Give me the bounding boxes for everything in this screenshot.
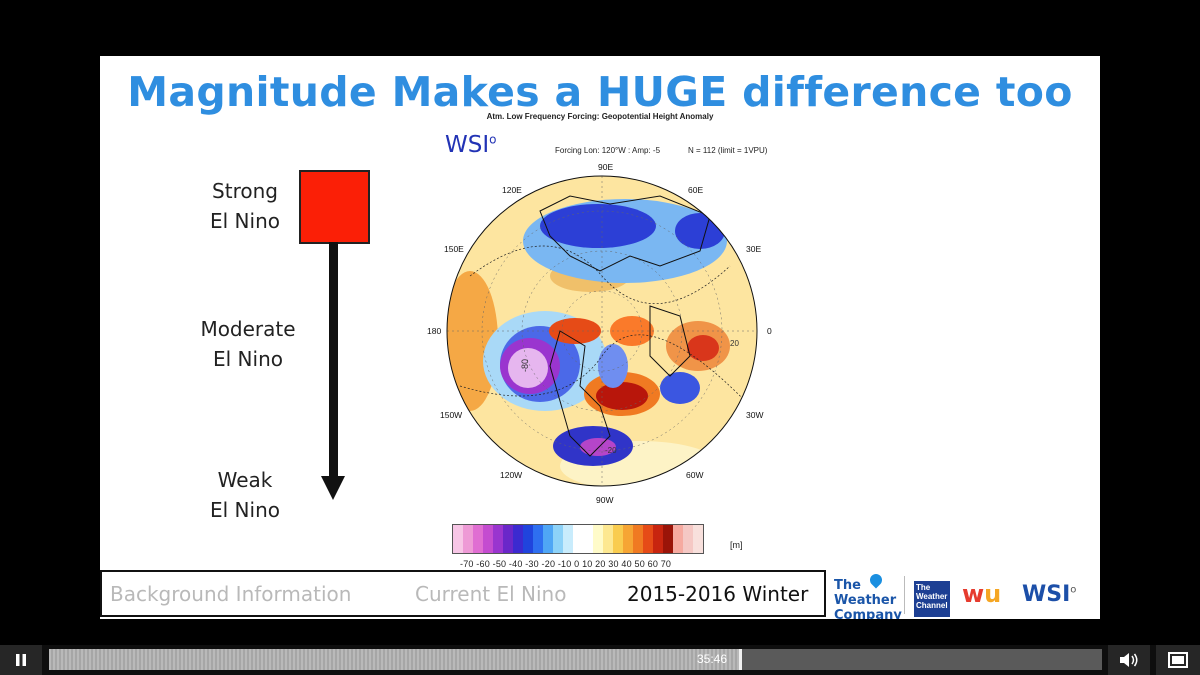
down-arrow-icon (321, 476, 345, 500)
colorbar-swatch (483, 525, 493, 553)
speaker-icon (1120, 653, 1138, 667)
volume-button[interactable] (1108, 645, 1150, 675)
lon-label: 150E (444, 244, 464, 254)
longitude-labels: 90E 60E 30E 0 30W 60W 90W 120W 150W 180 … (427, 162, 772, 505)
magnitude-arrow-shaft (329, 242, 338, 480)
colorbar-swatch (683, 525, 693, 553)
colorbar-swatch (513, 525, 523, 553)
contour-label: -20 (605, 446, 617, 455)
colorbar-swatch (623, 525, 633, 553)
colorbar-swatch (653, 525, 663, 553)
slide: Magnitude Makes a HUGE difference too At… (100, 56, 1100, 619)
colorbar-swatch (503, 525, 513, 553)
label-strong-el-nino: Strong El Nino (210, 179, 280, 233)
colorbar-swatch (453, 525, 463, 553)
sample-note: N = 112 (limit = 1VPU) (688, 146, 768, 155)
map-subtitle: Atm. Low Frequency Forcing: Geopotential… (486, 112, 714, 121)
colorbar-swatch (573, 525, 583, 553)
colorbar-swatch (543, 525, 553, 553)
fullscreen-icon (1168, 652, 1188, 668)
strong-marker (299, 170, 370, 244)
logo-divider (904, 576, 905, 614)
video-player-bar: 35:46 (0, 645, 1200, 675)
lon-label: 120W (500, 470, 522, 480)
colorbar-swatch (553, 525, 563, 553)
lon-label: 90W (596, 495, 613, 505)
the-weather-company-logo: The Weather Company (834, 571, 902, 619)
lon-label: 60E (688, 185, 703, 195)
colorbar-swatch (593, 525, 603, 553)
partner-logos: The Weather Company The Weather Channel … (826, 570, 1100, 619)
lon-label: 60W (686, 470, 703, 480)
colorbar-swatch (563, 525, 573, 553)
label-weak-el-nino: Weak El Nino (210, 468, 280, 522)
pause-button[interactable] (0, 645, 42, 675)
contour-label: -80 (520, 359, 530, 372)
seek-bar[interactable]: 35:46 (49, 649, 1102, 670)
nav-2015-2016-winter[interactable]: 2015-2016 Winter (627, 582, 809, 606)
lon-label: 180 (427, 326, 441, 336)
wsi-logo: WSIo (445, 132, 497, 158)
played-progress (49, 649, 739, 670)
lon-label: 30W (746, 410, 763, 420)
colorbar-swatch (533, 525, 543, 553)
lon-label: 120E (502, 185, 522, 195)
colorbar-swatch (663, 525, 673, 553)
fullscreen-button[interactable] (1156, 645, 1200, 675)
colorbar-swatch (523, 525, 533, 553)
polar-anomaly-map: -80 -20 20 90E 60E 30E 0 30W 60W 90W 120… (427, 162, 772, 505)
colorbar-swatch (673, 525, 683, 553)
colorbar-swatch (643, 525, 653, 553)
nav-current-el-nino[interactable]: Current El Nino (415, 582, 567, 606)
nav-background-information[interactable]: Background Information (110, 582, 352, 606)
contour-label: 20 (730, 339, 739, 348)
the-weather-channel-logo: The Weather Channel (914, 581, 950, 617)
lon-label: 0 (767, 326, 772, 336)
current-time: 35:46 (697, 652, 728, 666)
wunderground-logo: wu (962, 580, 1002, 608)
label-moderate-el-nino: Moderate El Nino (200, 317, 296, 371)
anomaly-colorbar (452, 524, 704, 554)
forcing-note: Forcing Lon: 120°W : Amp: -5 (555, 146, 661, 155)
lon-label: 150W (440, 410, 462, 420)
colorbar-swatch (583, 525, 593, 553)
colorbar-ticks: -70 -60 -50 -40 -30 -20 -10 0 10 20 30 4… (460, 559, 672, 569)
colorbar-swatch (473, 525, 483, 553)
colorbar-swatch (463, 525, 473, 553)
seek-handle[interactable] (739, 649, 742, 670)
section-nav: Background Information Current El Nino 2… (100, 570, 826, 617)
lon-label: 30E (746, 244, 761, 254)
colorbar-swatch (633, 525, 643, 553)
wsi-brand-logo: WSIo (1022, 582, 1077, 607)
lon-label: 90E (598, 162, 613, 172)
colorbar-swatch (603, 525, 613, 553)
pause-icon (16, 654, 26, 666)
colorbar-swatch (493, 525, 503, 553)
colorbar-swatch (613, 525, 623, 553)
colorbar-unit: [m] (730, 540, 743, 550)
slide-title: Magnitude Makes a HUGE difference too (127, 68, 1073, 116)
colorbar-swatch (693, 525, 703, 553)
